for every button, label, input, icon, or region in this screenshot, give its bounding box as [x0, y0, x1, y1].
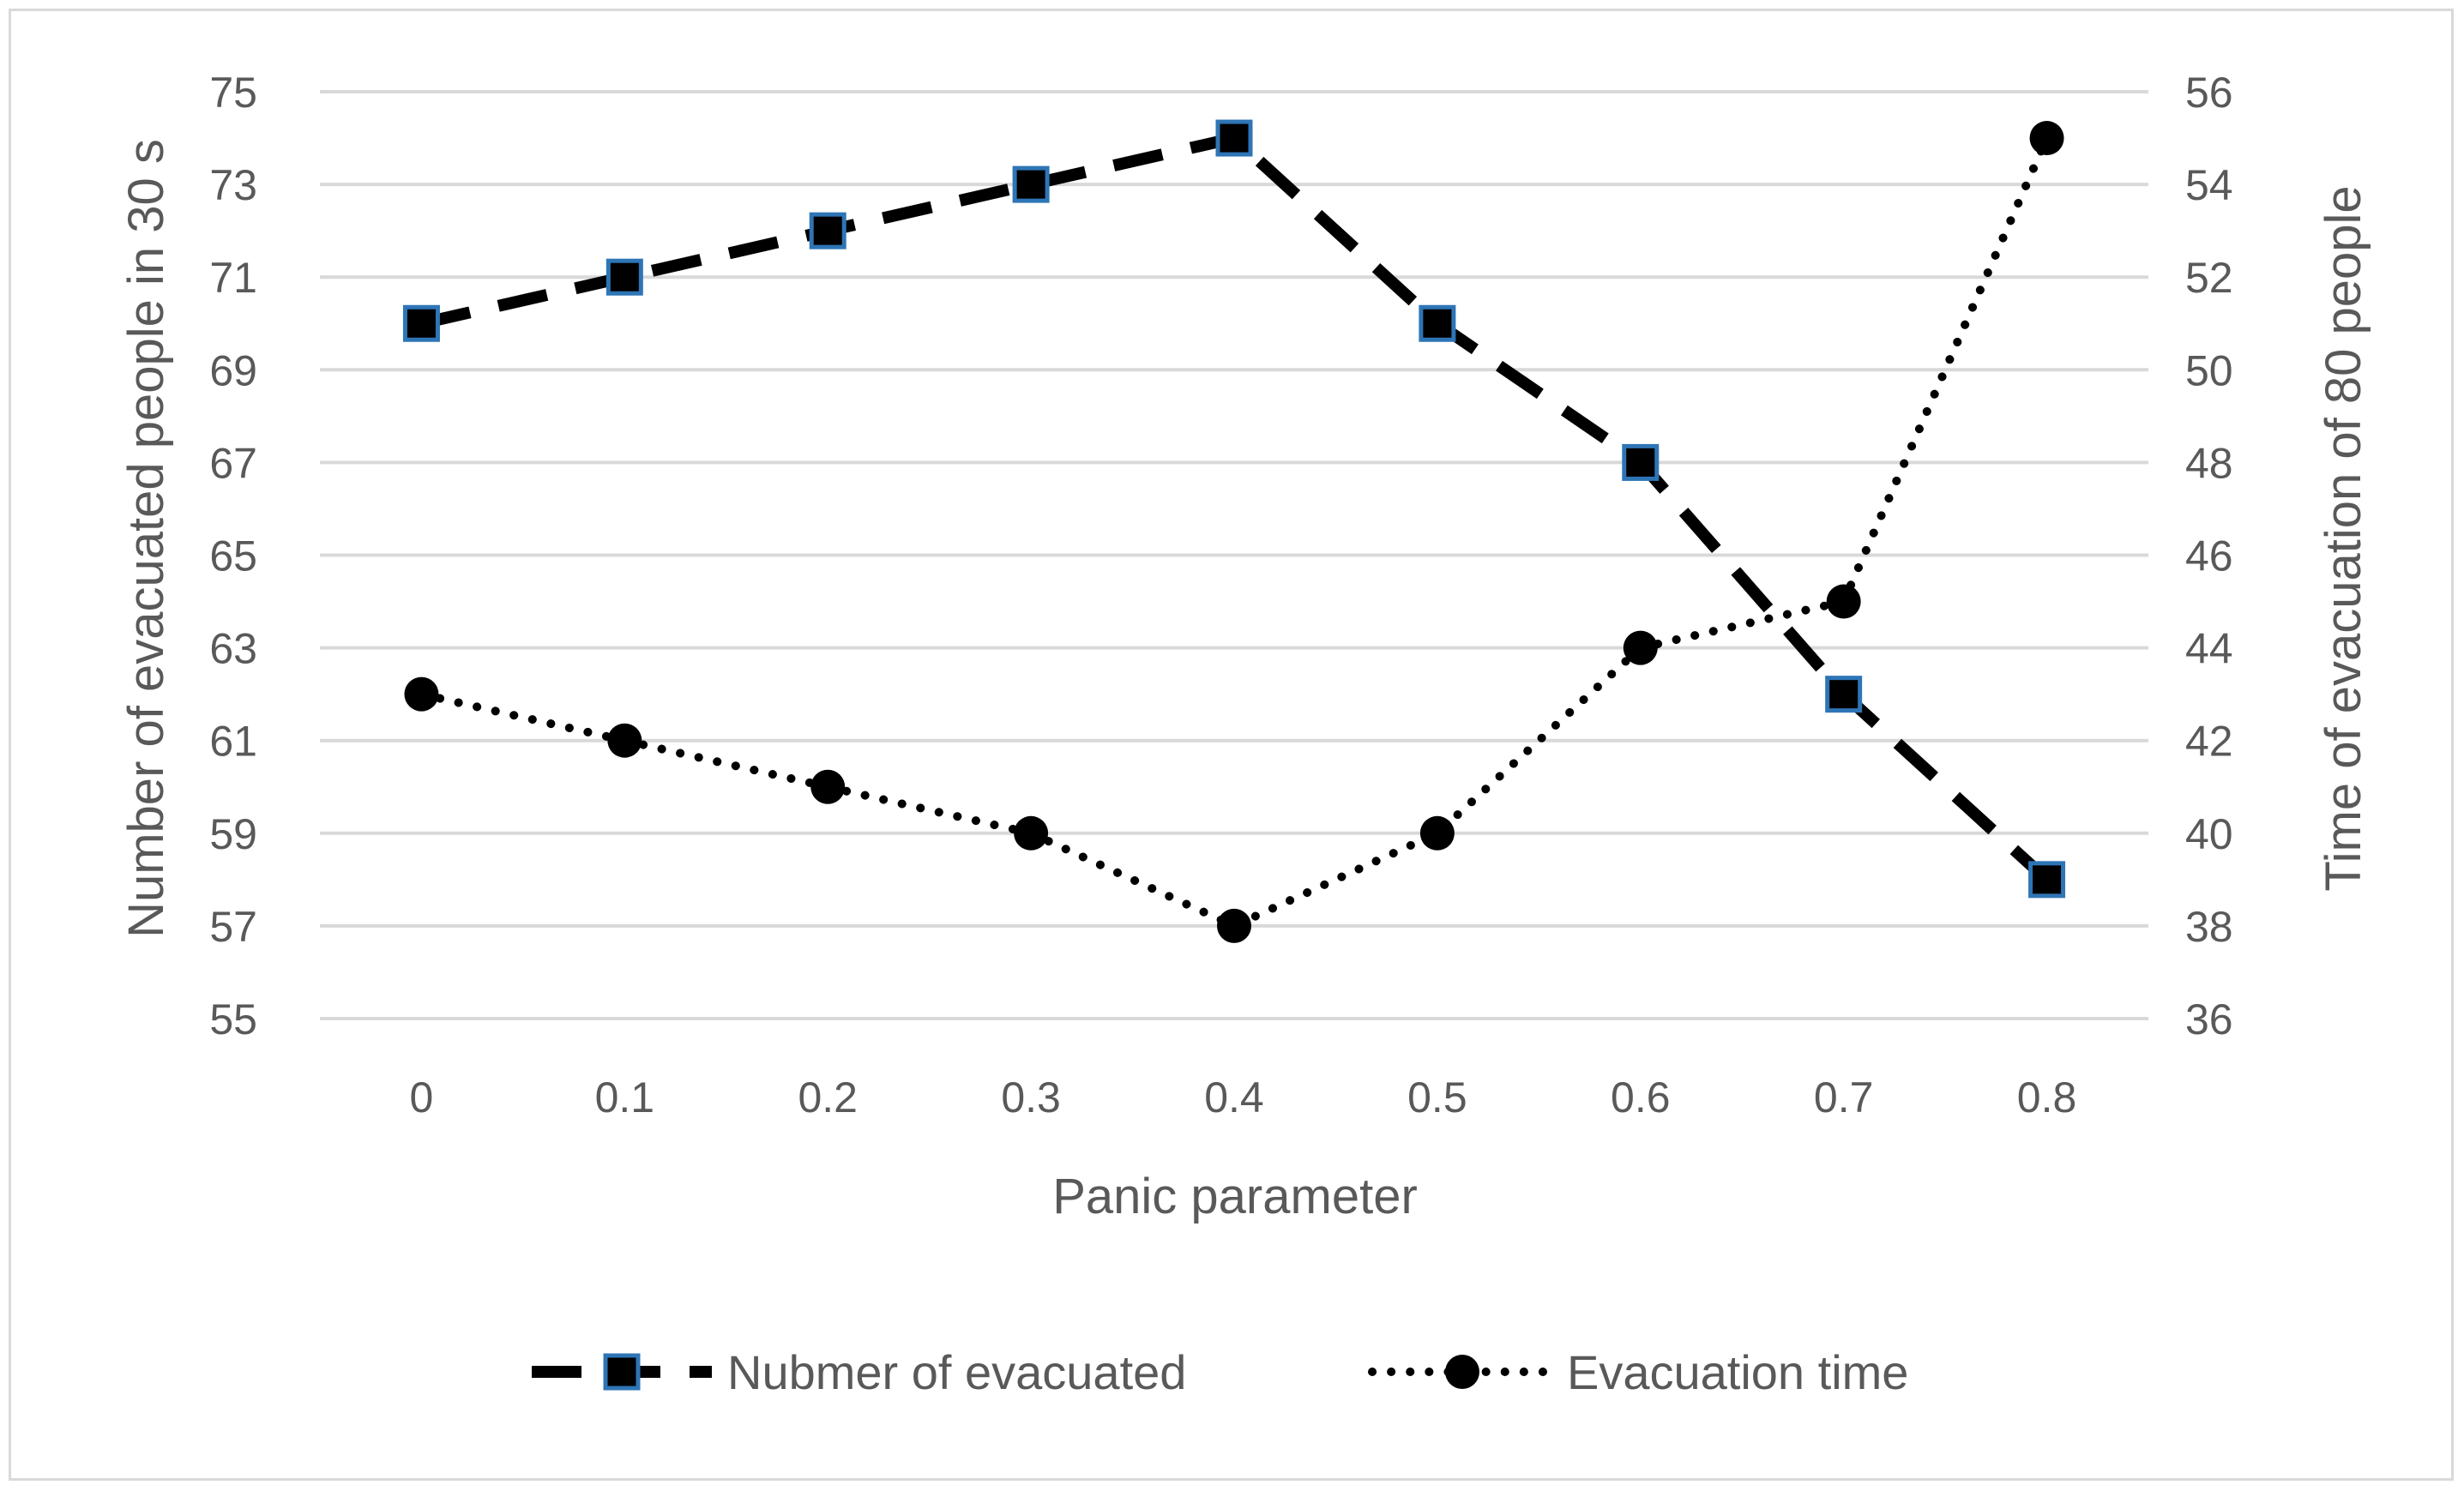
point-evacuation-time — [810, 769, 846, 804]
point-evacuation-time — [404, 676, 439, 712]
point-evacuation-time — [1217, 908, 1251, 943]
x-tick-label: 0 — [410, 1073, 434, 1121]
gridlines — [320, 90, 2148, 1020]
right-tick-label: 50 — [2185, 346, 2233, 394]
legend-marker-number-evacuated — [603, 1353, 641, 1391]
left-tick-label: 73 — [209, 161, 257, 209]
x-axis-title: Panic parameter — [1052, 1169, 1418, 1224]
right-axis-ticks: 36 38 40 42 44 46 48 50 52 54 56 — [2185, 69, 2233, 1043]
point-number-evacuated — [1622, 443, 1660, 481]
series-line-evacuation-time — [417, 134, 2051, 930]
point-evacuation-time — [1419, 815, 1455, 851]
left-tick-label: 63 — [209, 625, 257, 673]
point-evacuation-time — [1623, 630, 1658, 665]
right-tick-label: 56 — [2185, 69, 2233, 117]
point-number-evacuated — [402, 304, 440, 342]
series-layer — [402, 119, 2066, 943]
left-tick-label: 75 — [209, 69, 257, 117]
point-number-evacuated — [1419, 304, 1456, 342]
left-tick-label: 59 — [209, 810, 257, 858]
point-evacuation-time — [2029, 121, 2064, 156]
point-number-evacuated — [1012, 165, 1050, 203]
x-tick-label: 0.2 — [798, 1073, 858, 1121]
x-tick-label: 0.8 — [2017, 1073, 2077, 1121]
right-tick-label: 46 — [2185, 532, 2233, 580]
point-number-evacuated — [605, 258, 643, 296]
left-tick-label: 71 — [209, 254, 257, 302]
left-tick-label: 65 — [209, 532, 257, 580]
legend-marker-evacuation-time — [1445, 1355, 1479, 1389]
right-tick-label: 40 — [2185, 810, 2233, 858]
legend-label-number-evacuated: Nubmer of evacuated — [727, 1345, 1186, 1399]
left-axis-ticks: 55 57 59 61 63 65 67 69 71 73 75 — [209, 69, 257, 1043]
x-tick-label: 0.7 — [1814, 1073, 1874, 1121]
legend: Nubmer of evacuated Evacuation time — [532, 1345, 1908, 1399]
x-tick-label: 0.6 — [1611, 1073, 1671, 1121]
legend-label-evacuation-time: Evacuation time — [1567, 1345, 1908, 1399]
point-evacuation-time — [1826, 584, 1861, 619]
left-tick-label: 57 — [209, 903, 257, 951]
right-tick-label: 54 — [2185, 161, 2233, 209]
right-tick-label: 44 — [2185, 625, 2233, 673]
point-number-evacuated — [1825, 676, 1863, 713]
left-tick-label: 61 — [209, 718, 257, 766]
right-tick-label: 48 — [2185, 439, 2233, 487]
right-tick-label: 36 — [2185, 995, 2233, 1043]
point-number-evacuated — [1215, 119, 1253, 157]
right-tick-label: 38 — [2185, 903, 2233, 951]
left-tick-label: 69 — [209, 346, 257, 394]
x-tick-label: 0.3 — [1001, 1073, 1061, 1121]
series-line-number-evacuated — [419, 132, 2051, 885]
x-tick-label: 0.5 — [1407, 1073, 1467, 1121]
point-evacuation-time — [1014, 815, 1049, 851]
left-axis-title: Number of evacuated people in 30 s — [118, 139, 174, 938]
chart-frame — [9, 9, 2454, 1481]
point-number-evacuated — [809, 212, 846, 250]
right-tick-label: 52 — [2185, 254, 2233, 302]
x-tick-label: 0.4 — [1204, 1073, 1264, 1121]
x-axis-ticks: 0 0.1 0.2 0.3 0.4 0.5 0.6 0.7 0.8 — [410, 1073, 2077, 1121]
x-tick-label: 0.1 — [595, 1073, 655, 1121]
point-evacuation-time — [607, 723, 642, 758]
right-axis-title: Time of evacuation of 80 people — [2316, 185, 2371, 891]
point-number-evacuated — [2028, 861, 2066, 899]
right-tick-label: 42 — [2185, 718, 2233, 766]
left-tick-label: 55 — [209, 995, 257, 1043]
left-tick-label: 67 — [209, 439, 257, 487]
